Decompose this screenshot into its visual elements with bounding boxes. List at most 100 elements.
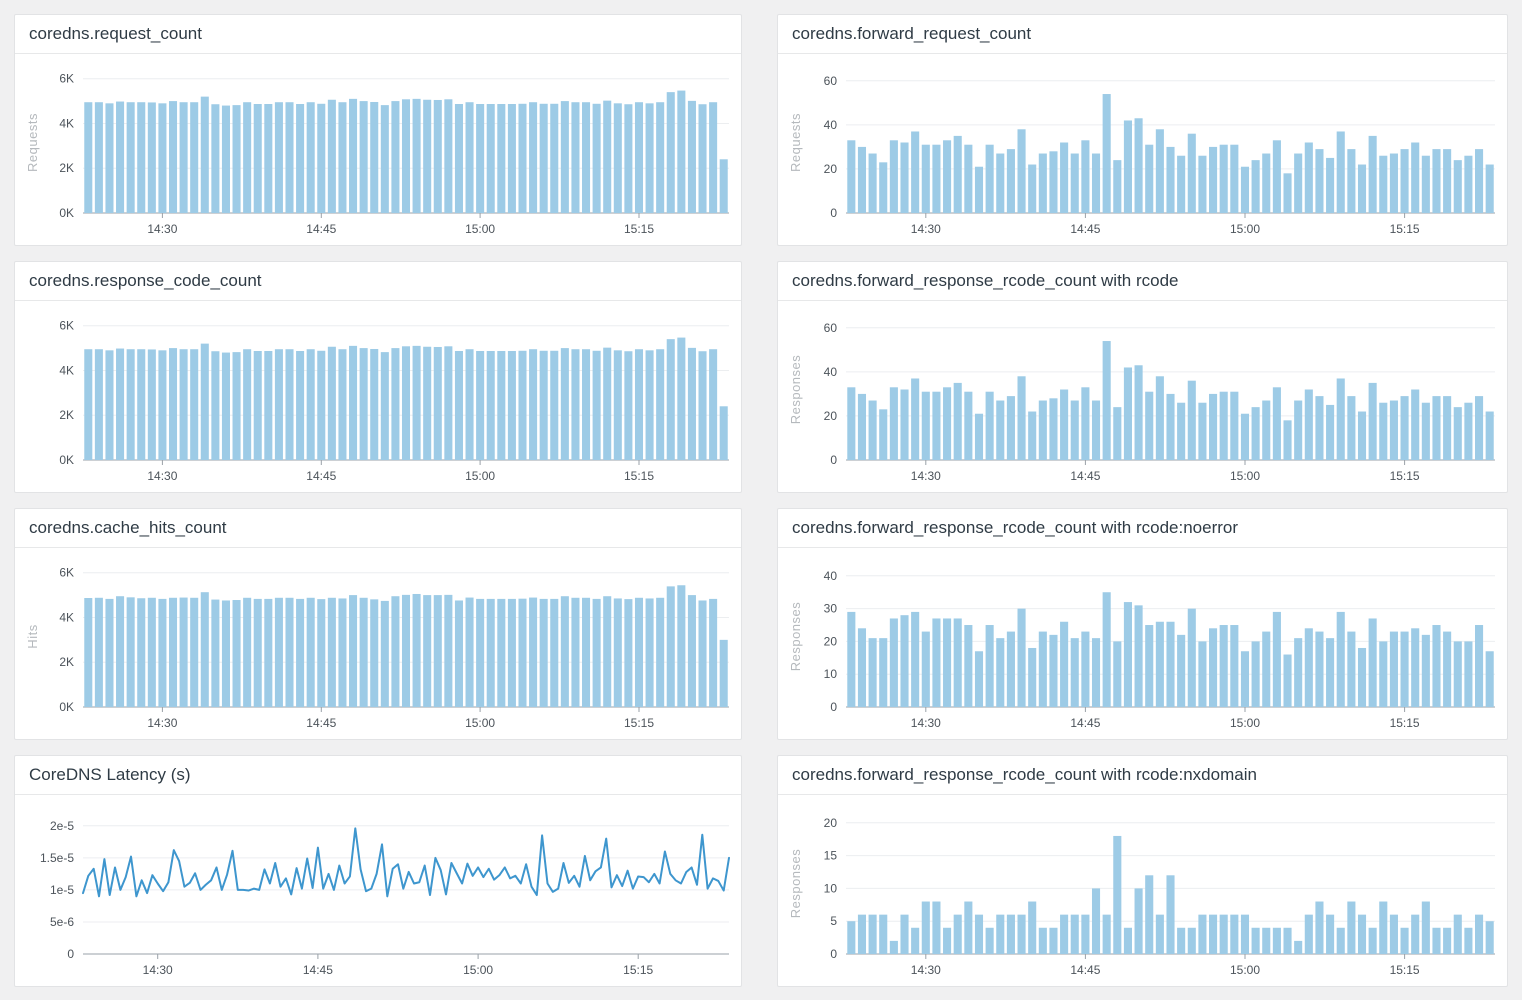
- bar: [964, 901, 973, 954]
- bar: [444, 346, 453, 460]
- chart-canvas-response-code-count[interactable]: 0K 2K 4K 6K 14:30 14:45 15:00 15:15: [15, 301, 741, 492]
- bar: [921, 901, 930, 954]
- bar: [1113, 160, 1122, 214]
- y-tick-label: 4K: [59, 117, 74, 131]
- bar: [857, 146, 867, 213]
- bar: [412, 593, 421, 707]
- bar: [1485, 921, 1494, 954]
- bar: [943, 618, 952, 707]
- bar: [1155, 129, 1164, 213]
- bar: [179, 349, 188, 460]
- bar: [370, 101, 379, 213]
- bar: [868, 153, 877, 213]
- bar: [1230, 391, 1239, 460]
- bar: [1347, 901, 1356, 954]
- bar: [666, 339, 675, 460]
- bar: [613, 350, 622, 460]
- x-tick-label: 15:15: [623, 963, 653, 977]
- y-tick-label: 4K: [59, 364, 74, 378]
- bar: [550, 350, 559, 460]
- bar: [1219, 144, 1228, 213]
- bar: [497, 351, 506, 460]
- bar: [486, 598, 495, 707]
- bar: [1017, 914, 1026, 954]
- bar: [1070, 914, 1079, 954]
- bar: [1060, 621, 1069, 707]
- bar: [476, 351, 485, 460]
- chart-canvas-rcode-noerror[interactable]: 0 10 20 30 40 14:30 14:45 15:00 15:15 Responses: [778, 548, 1507, 739]
- chart-title: coredns.forward_response_rcode_count wit…: [778, 509, 1507, 548]
- bar: [634, 597, 644, 707]
- bar: [1219, 914, 1228, 954]
- bar: [476, 104, 485, 213]
- bar: [868, 400, 877, 460]
- bar: [900, 389, 909, 460]
- chart-canvas-forward-response-rcode[interactable]: 0 20 40 60 14:30 14:45 15:00 15:15 Responses: [778, 301, 1507, 492]
- bar: [1081, 140, 1090, 213]
- bar: [1091, 888, 1101, 954]
- bar: [645, 103, 654, 213]
- bar: [1198, 914, 1207, 954]
- bar: [847, 140, 856, 213]
- bar: [953, 382, 962, 460]
- y-tick-label: 0K: [59, 206, 74, 220]
- bar: [603, 596, 612, 707]
- chart-canvas-latency[interactable]: 0 5e-6 1e-5 1.5e-5 2e-5 14:30 14:45 15:00 15:15: [15, 795, 741, 986]
- bar: [1389, 153, 1398, 213]
- bar: [1091, 638, 1101, 707]
- y-tick-label: 0: [830, 700, 837, 714]
- chart-canvas-forward-request-count[interactable]: 0 20 40 60 14:30 14:45 15:00 15:15 Requests: [778, 54, 1507, 245]
- bar: [1304, 389, 1313, 460]
- bar: [391, 348, 400, 460]
- bar: [1123, 602, 1132, 707]
- x-tick-label: 14:45: [1070, 469, 1100, 483]
- panel-coredns-request-count: coredns.request_count 0K 2K 4K 6K 14:30 14:45…: [14, 14, 742, 246]
- bar: [1187, 608, 1196, 707]
- bar: [433, 346, 442, 460]
- bar: [126, 597, 135, 707]
- bar: [1102, 341, 1111, 460]
- bar: [964, 625, 973, 707]
- x-tick-label: 15:00: [1230, 716, 1260, 730]
- bar: [932, 144, 941, 213]
- bar: [879, 162, 888, 213]
- panel-coredns-response-code-count: coredns.response_code_count 0K 2K 4K 6K 14:3…: [14, 261, 742, 493]
- bar: [1379, 155, 1388, 213]
- bar: [974, 914, 984, 954]
- bar: [1400, 927, 1409, 954]
- y-tick-label: 4K: [59, 611, 74, 625]
- chart-canvas-cache-hits[interactable]: 0K 2K 4K 6K 14:30 14:45 15:00 15:15 Hits: [15, 548, 741, 739]
- x-tick-label: 14:30: [911, 716, 941, 730]
- bar: [200, 343, 209, 460]
- bar: [243, 597, 252, 707]
- bar: [560, 101, 569, 213]
- bar: [190, 102, 199, 213]
- x-tick-label: 15:00: [465, 469, 495, 483]
- bar: [624, 599, 633, 707]
- bar: [624, 104, 633, 213]
- chart-canvas-rcode-nxdomain[interactable]: 0 5 10 15 20 14:30 14:45 15:00 15:15 Responses: [778, 795, 1507, 986]
- chart-title: coredns.response_code_count: [15, 262, 741, 301]
- x-tick-label: 15:00: [1230, 963, 1260, 977]
- bar: [953, 135, 962, 213]
- bar: [582, 597, 591, 707]
- bar: [868, 914, 877, 954]
- bar: [486, 104, 495, 213]
- bar: [943, 140, 952, 213]
- bar: [592, 350, 601, 460]
- y-tick-label: 6K: [59, 72, 74, 86]
- x-tick-label: 15:00: [465, 716, 495, 730]
- bar: [359, 348, 368, 460]
- x-tick-label: 14:30: [911, 222, 941, 236]
- bar: [1485, 651, 1494, 707]
- bar: [158, 350, 167, 460]
- bar: [900, 142, 909, 213]
- bar: [1091, 153, 1101, 213]
- bar: [1006, 149, 1015, 213]
- chart-svg: 0K 2K 4K 6K 14:30 14:45 15:00 15:15: [59, 319, 729, 483]
- bar: [401, 99, 411, 213]
- bar: [1038, 631, 1047, 707]
- bar: [1070, 400, 1079, 460]
- bar: [974, 166, 984, 213]
- chart-canvas-request-count[interactable]: 0K 2K 4K 6K 14:30 14:45 15:00 15:15 Requests: [15, 54, 741, 245]
